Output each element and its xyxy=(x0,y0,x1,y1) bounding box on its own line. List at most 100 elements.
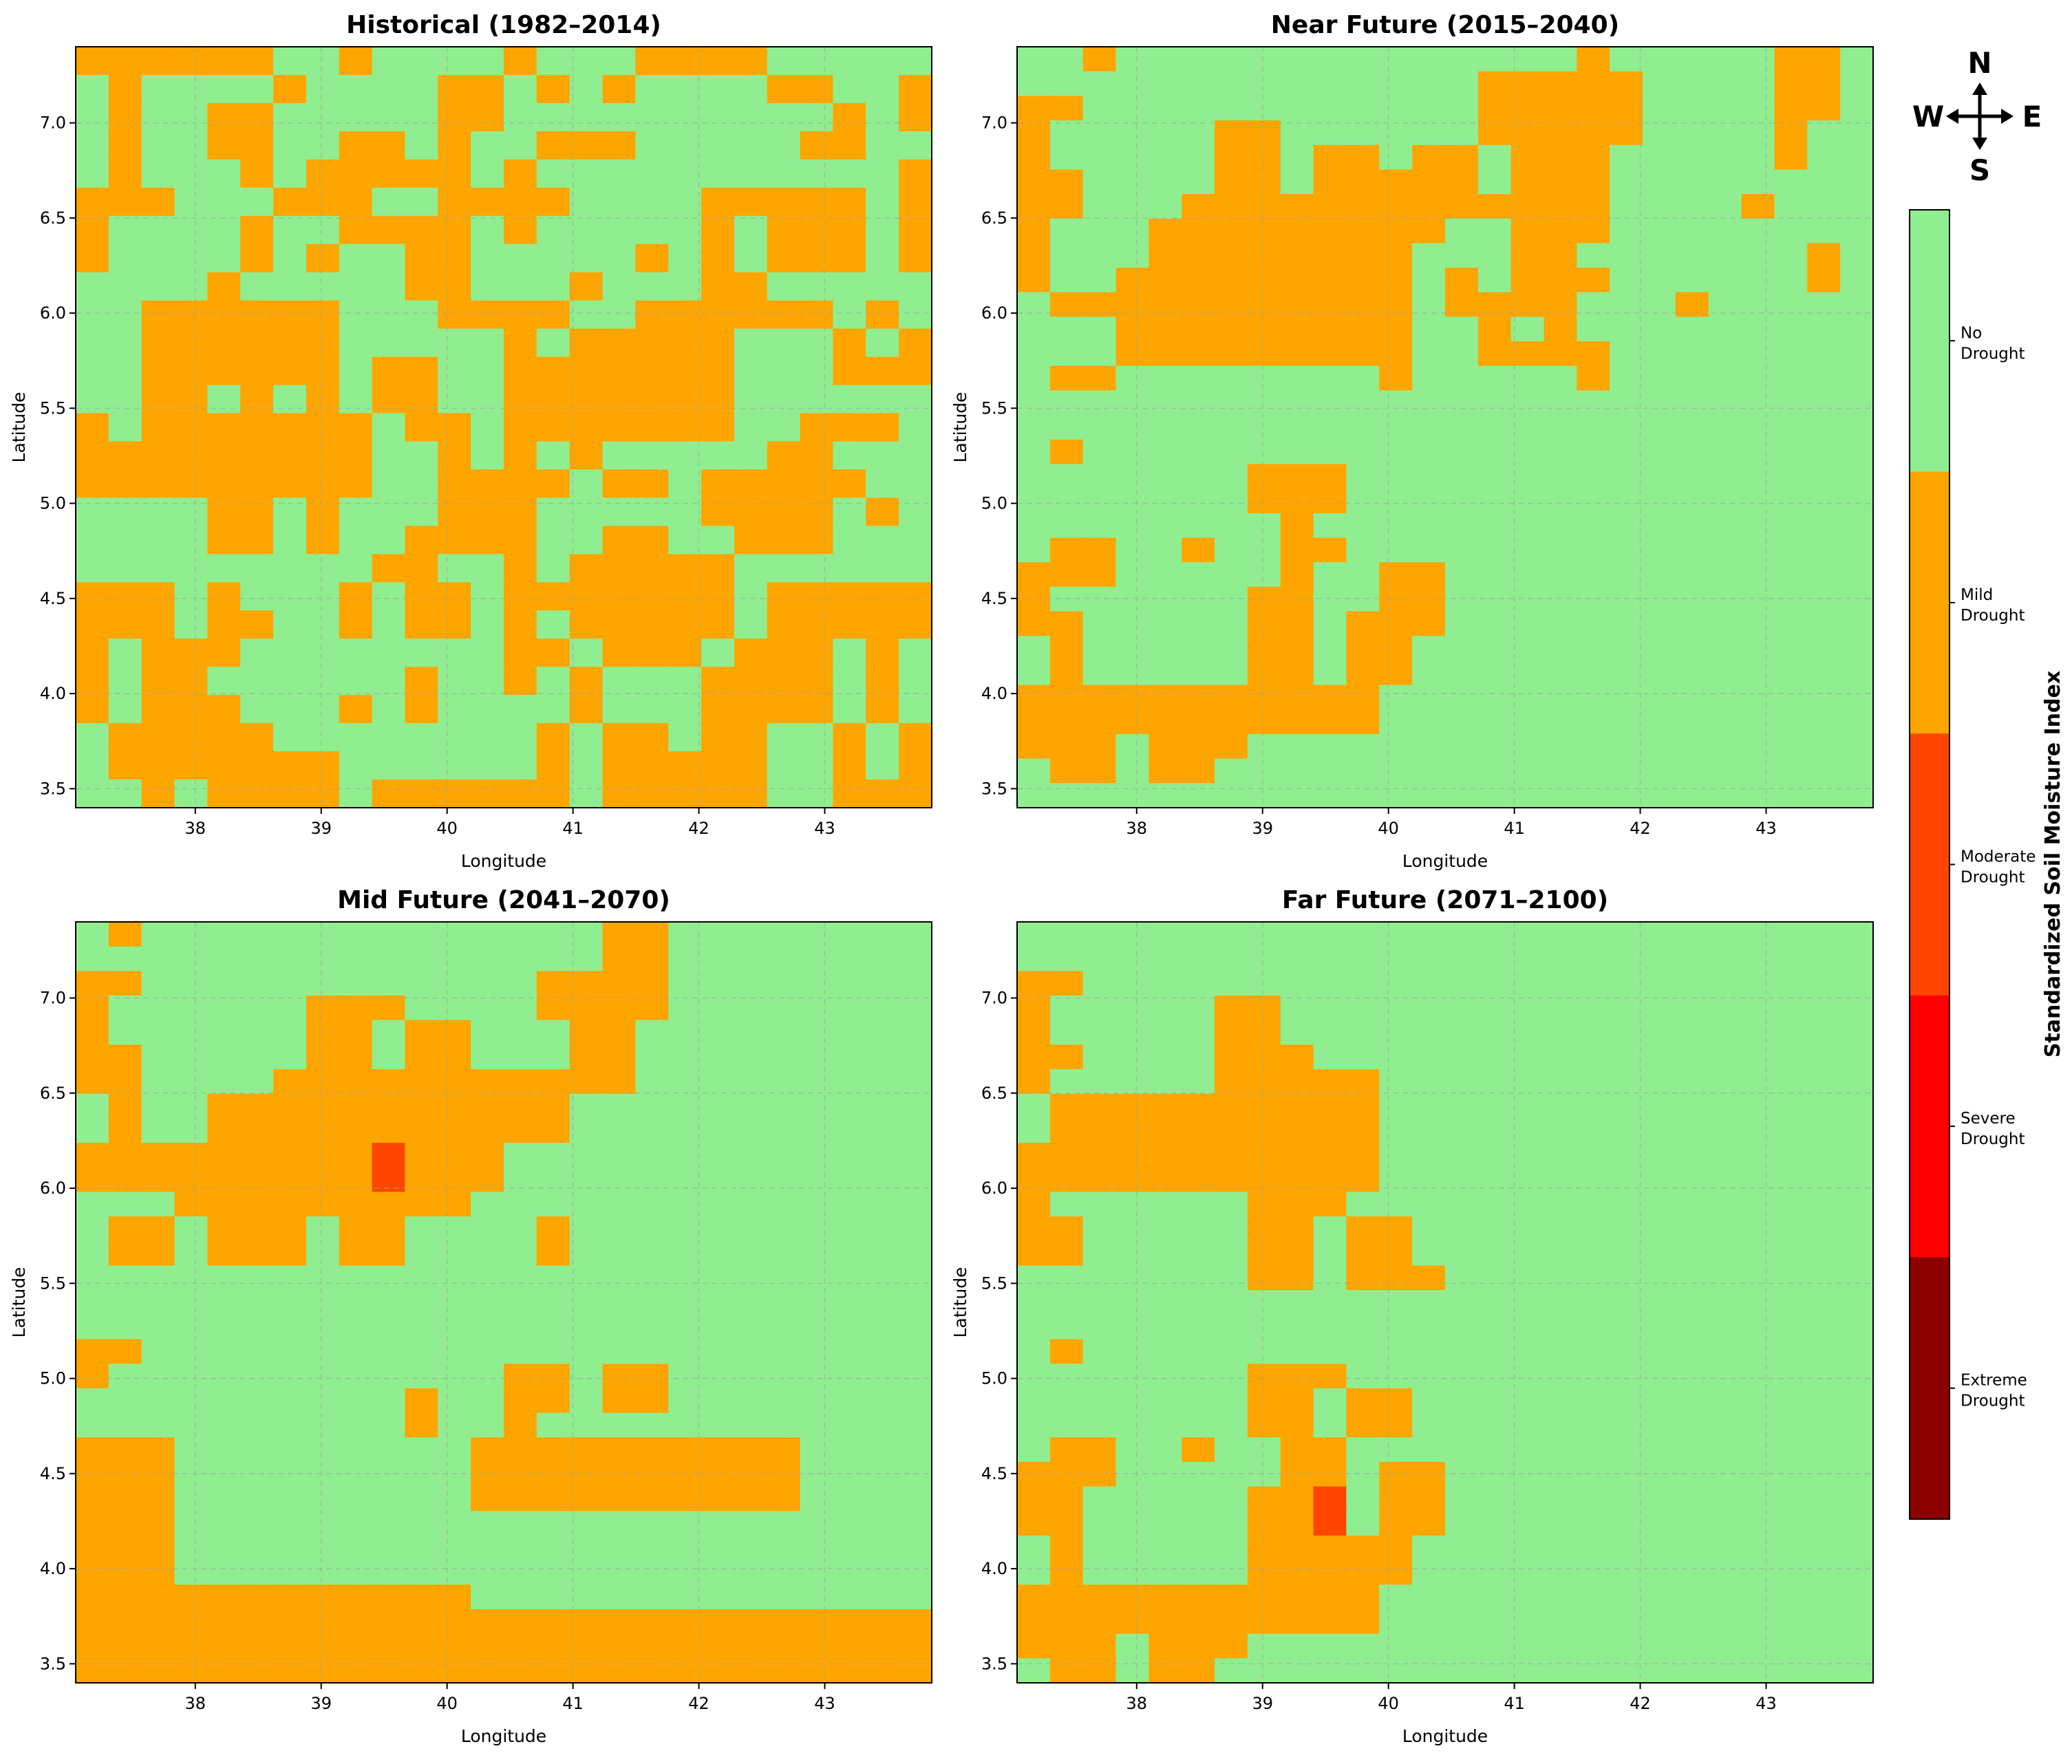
heatmap-cell xyxy=(899,244,932,273)
heatmap-cell xyxy=(1049,488,1084,514)
heatmap-cell xyxy=(339,1461,373,1487)
heatmap-cell xyxy=(1577,1658,1610,1683)
heatmap-cell xyxy=(800,215,834,245)
heatmap-cell xyxy=(1544,415,1577,440)
heatmap-cell xyxy=(306,1069,340,1095)
heatmap-cell xyxy=(1544,243,1577,268)
heatmap-cell xyxy=(1149,194,1182,219)
heatmap-cell xyxy=(1412,218,1446,244)
heatmap-cell xyxy=(1247,1265,1281,1291)
heatmap-cell xyxy=(635,1584,669,1610)
heatmap-cell xyxy=(536,1511,570,1536)
heatmap-cell xyxy=(701,497,735,526)
heatmap-cell xyxy=(734,47,768,76)
heatmap-cell xyxy=(306,1216,340,1242)
heatmap-cell xyxy=(1313,439,1347,465)
heatmap-cell xyxy=(1412,341,1446,367)
heatmap-cell xyxy=(701,582,735,611)
heatmap-cell xyxy=(1149,685,1182,710)
heatmap-cell xyxy=(1182,1167,1215,1193)
heatmap-cell xyxy=(240,1584,274,1610)
heatmap-cell xyxy=(1247,660,1281,686)
heatmap-cell xyxy=(833,441,866,471)
heatmap-cell xyxy=(635,74,669,104)
heatmap-cell xyxy=(1379,464,1413,489)
heatmap-cell xyxy=(1741,1364,1775,1389)
heatmap-cell xyxy=(1544,1143,1577,1168)
heatmap-cell xyxy=(767,1658,801,1683)
heatmap-cell xyxy=(306,1192,340,1217)
heatmap-cell xyxy=(1741,488,1775,514)
heatmap-cell xyxy=(1445,1560,1479,1585)
heatmap-cell xyxy=(833,300,866,330)
heatmap-cell xyxy=(1182,120,1215,146)
heatmap-cell xyxy=(1280,636,1314,661)
heatmap-cell xyxy=(800,1143,834,1168)
heatmap-cell xyxy=(1017,1633,1051,1659)
heatmap-cell xyxy=(372,356,406,386)
heatmap-cell xyxy=(536,582,570,611)
heatmap-cell xyxy=(141,996,175,1021)
heatmap-cell xyxy=(866,1364,899,1389)
heatmap-cell xyxy=(1182,1314,1215,1340)
heatmap-cell xyxy=(1313,144,1347,170)
heatmap-cell xyxy=(1115,1658,1149,1683)
heatmap-cell xyxy=(1379,537,1413,563)
heatmap-cell xyxy=(635,356,669,386)
heatmap-cell xyxy=(405,413,438,442)
heatmap-cell xyxy=(701,1437,735,1463)
heatmap-cell xyxy=(800,47,834,76)
heatmap-cell xyxy=(1215,611,1248,636)
heatmap-cell xyxy=(1610,783,1643,808)
y-tick-label: 3.5 xyxy=(40,1654,66,1673)
heatmap-cell xyxy=(701,187,735,217)
heatmap-cell xyxy=(1379,1216,1413,1242)
heatmap-cell xyxy=(1247,1388,1281,1414)
heatmap-cell xyxy=(569,47,604,76)
heatmap-cell xyxy=(1774,1143,1808,1168)
heatmap-cell xyxy=(569,159,604,189)
heatmap-cell xyxy=(306,1143,340,1168)
heatmap-cell xyxy=(1182,1560,1215,1585)
heatmap-cell xyxy=(1247,1364,1281,1389)
heatmap-cell xyxy=(1544,1609,1577,1635)
heatmap-cell xyxy=(1182,537,1215,563)
heatmap-cell xyxy=(668,47,702,76)
heatmap-cell xyxy=(504,1461,537,1487)
heatmap-cell xyxy=(1215,268,1248,293)
heatmap-cell xyxy=(1280,1069,1314,1095)
heatmap-cell xyxy=(1610,1633,1643,1659)
heatmap-cell xyxy=(866,996,899,1021)
heatmap-cell xyxy=(1774,758,1808,784)
heatmap-cell xyxy=(1182,611,1215,636)
heatmap-cell xyxy=(1477,513,1512,539)
heatmap-cell xyxy=(76,1658,109,1683)
colorbar-title: Standardized Soil Moisture Index xyxy=(2041,671,2065,1057)
heatmap-cell xyxy=(1215,341,1248,367)
heatmap-cell xyxy=(372,971,406,996)
heatmap-cell xyxy=(1017,1535,1051,1561)
heatmap-cell xyxy=(1149,1584,1182,1610)
x-tick-label: 42 xyxy=(1630,819,1651,838)
heatmap-cell xyxy=(1577,1461,1610,1487)
heatmap-cell xyxy=(1149,1511,1182,1536)
heatmap-cell xyxy=(1017,611,1051,636)
heatmap-cell xyxy=(1675,1240,1709,1267)
heatmap-cell xyxy=(866,1486,899,1512)
heatmap-cell xyxy=(635,1437,669,1463)
heatmap-cell xyxy=(1741,120,1775,146)
heatmap-cell xyxy=(1049,1143,1084,1168)
y-tick-label: 4.5 xyxy=(981,589,1007,608)
heatmap-cell xyxy=(76,497,109,526)
heatmap-cell xyxy=(1082,636,1117,661)
heatmap-cell xyxy=(1346,758,1380,784)
heatmap-cell xyxy=(569,1658,604,1683)
heatmap-cell xyxy=(1412,120,1446,146)
heatmap-cell xyxy=(833,244,866,273)
gridlines xyxy=(1017,922,1873,1683)
heatmap-cell xyxy=(569,356,604,386)
heatmap-cell xyxy=(635,1535,669,1561)
heatmap-cell xyxy=(1149,144,1182,170)
heatmap-cell xyxy=(800,1118,834,1143)
heatmap-cell xyxy=(1643,341,1676,367)
